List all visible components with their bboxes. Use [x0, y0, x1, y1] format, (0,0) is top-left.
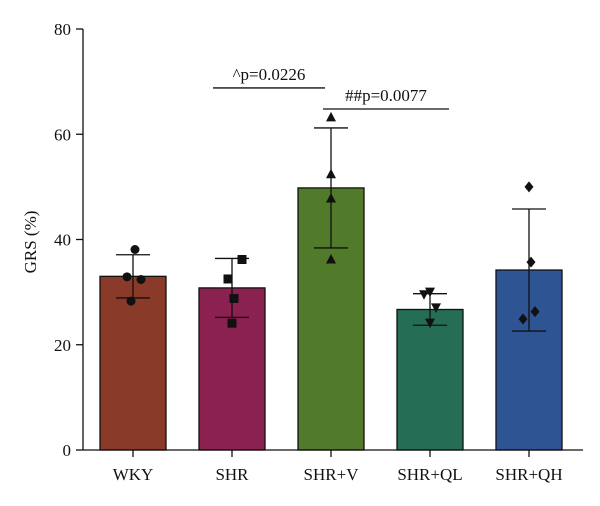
data-point: [136, 274, 146, 284]
data-point: [126, 296, 136, 306]
y-tick-label: 0: [63, 441, 72, 460]
data-point: [530, 306, 540, 318]
y-axis: 0 20 40 60 80: [54, 20, 84, 460]
data-point: [223, 274, 233, 284]
data-point: [326, 111, 336, 122]
y-tick-label: 60: [54, 125, 71, 144]
y-tick-label: 40: [54, 231, 71, 250]
data-point: [524, 181, 534, 193]
x-tick-label-shr: SHR: [215, 465, 249, 484]
data-point: [227, 318, 237, 328]
y-tick-label: 20: [54, 336, 71, 355]
x-tick-label-wky: WKY: [113, 465, 154, 484]
bars: [99, 127, 563, 451]
data-point: [229, 293, 239, 303]
x-tick-label-shr-v: SHR+V: [304, 465, 360, 484]
data-point: [237, 254, 247, 264]
data-point: [526, 256, 536, 268]
data-point: [425, 318, 435, 329]
y-tick-label: 80: [54, 20, 71, 39]
data-points: [122, 111, 540, 329]
data-point: [122, 272, 132, 282]
y-axis-title: GRS (%): [21, 211, 40, 274]
data-point: [326, 168, 336, 179]
significance-annotations: ^p=0.0226 ##p=0.0077: [213, 65, 449, 110]
data-point: [326, 192, 336, 203]
data-point: [518, 313, 528, 325]
data-point: [326, 253, 336, 264]
data-point: [419, 290, 429, 300]
data-point: [130, 244, 140, 254]
x-tick-label-shr-ql: SHR+QL: [397, 465, 462, 484]
significance-label: ##p=0.0077: [345, 86, 427, 105]
bar-shr-ql: [396, 308, 464, 451]
significance-label: ^p=0.0226: [233, 65, 306, 84]
x-axis: WKY SHR SHR+V SHR+QL SHR+QH: [83, 449, 583, 484]
data-point: [425, 287, 435, 298]
x-tick-label-shr-qh: SHR+QH: [495, 465, 562, 484]
data-point: [431, 303, 441, 313]
